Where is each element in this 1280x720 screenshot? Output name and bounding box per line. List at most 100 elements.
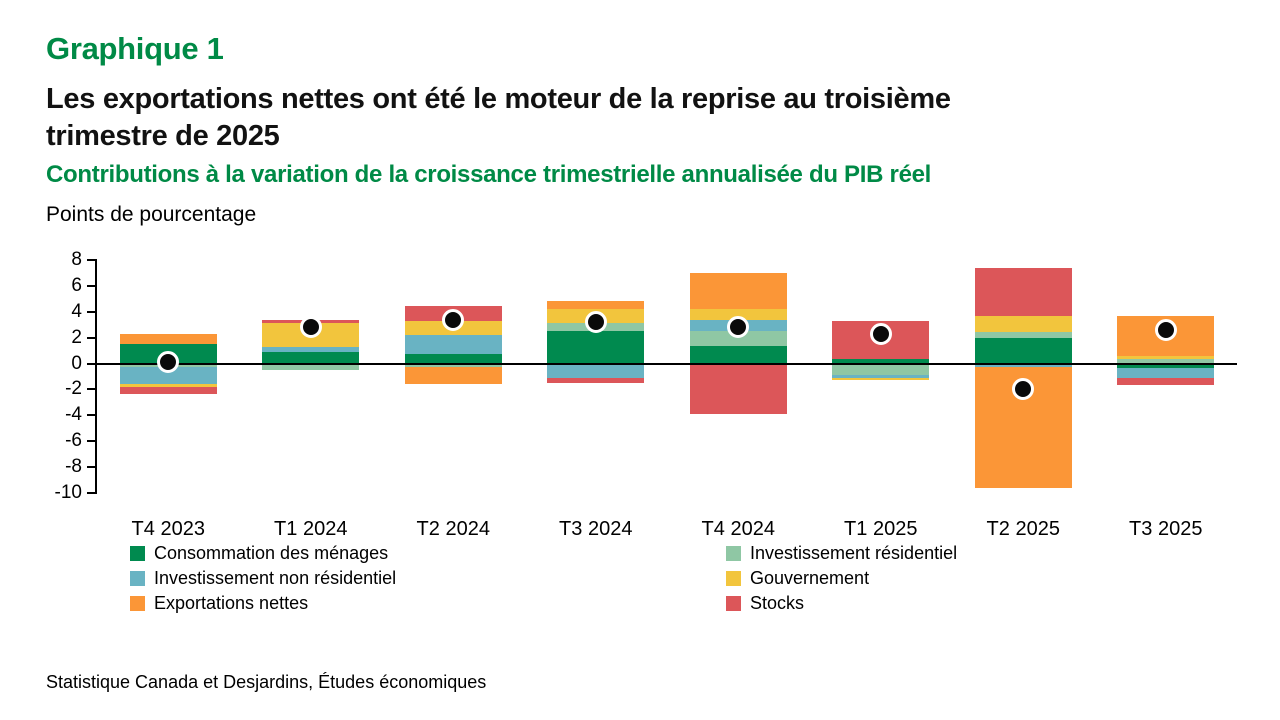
- bar-segment: [547, 377, 645, 383]
- y-tick-mark: [87, 388, 96, 391]
- bar-segment: [262, 346, 360, 352]
- y-tick-mark: [87, 310, 96, 313]
- x-category-label: T3 2025: [1129, 518, 1203, 540]
- x-category-label: T3 2024: [559, 518, 633, 540]
- y-tick-label: -6: [65, 430, 82, 452]
- x-category-label: T1 2024: [274, 518, 348, 540]
- y-tick-mark: [87, 414, 96, 417]
- bar-segment: [119, 384, 217, 387]
- y-tick-mark: [87, 492, 96, 494]
- bar-segment: [404, 335, 502, 354]
- bar-segment: [689, 309, 787, 320]
- x-category-label: T1 2025: [844, 518, 918, 540]
- bar-segment: [689, 363, 787, 415]
- gdp-total-dot: [1012, 378, 1035, 401]
- bar-segment: [974, 337, 1072, 364]
- y-tick-label: 8: [71, 249, 82, 270]
- y-tick-label: -10: [54, 482, 82, 503]
- bar-segment: [689, 346, 787, 364]
- bar-segment: [547, 330, 645, 364]
- y-tick-label: 2: [71, 326, 82, 348]
- gdp-total-dot: [299, 316, 322, 339]
- y-tick-mark: [87, 284, 96, 287]
- gdp-total-dot: [727, 316, 750, 339]
- bar-segment: [1117, 363, 1215, 369]
- y-tick-label: -4: [65, 404, 82, 426]
- bar-segment: [689, 331, 787, 347]
- bar-segment: [832, 363, 930, 376]
- y-axis-unit-label: Points de pourcentage: [46, 203, 257, 226]
- bar-segment: [119, 334, 217, 345]
- gdp-total-dot: [869, 322, 892, 345]
- legend-item-gouvernement: Gouvernement: [726, 569, 957, 587]
- bar-segment: [1117, 368, 1215, 378]
- bar-segment: [262, 363, 360, 371]
- legend-label-invest-residentiel: Investissement résidentiel: [750, 543, 958, 563]
- chart-title: Les exportations nettes ont été le moteu…: [46, 81, 1236, 155]
- chart-title-line-2: trimestre de 2025: [46, 120, 280, 152]
- legend-swatch-gouvernement: [726, 570, 741, 586]
- y-tick-mark: [87, 440, 96, 443]
- legend-label-invest-non-residentiel: Investissement non résidentiel: [154, 568, 397, 588]
- bar-segment: [832, 375, 930, 378]
- bar-segment: [832, 377, 930, 380]
- bar-segment: [689, 272, 787, 310]
- y-tick-label: -2: [65, 378, 82, 400]
- bar-segment: [404, 353, 502, 364]
- bar-segment: [547, 301, 645, 310]
- y-tick-label: -8: [65, 456, 82, 478]
- legend-label-gouvernement: Gouvernement: [750, 568, 870, 588]
- bar-segment: [404, 366, 502, 384]
- legend-swatch-exportations: [130, 595, 145, 611]
- y-tick-mark: [87, 336, 96, 339]
- bar-segment: [832, 359, 930, 364]
- bar-segment: [974, 363, 1072, 367]
- legend-item-consommation: Consommation des ménages: [130, 544, 396, 562]
- gdp-total-dot: [584, 311, 607, 334]
- bar-segment: [974, 268, 1072, 317]
- bar-segment: [1117, 359, 1215, 364]
- y-tick-label: 4: [71, 300, 82, 322]
- bar-segment: [262, 351, 360, 364]
- x-category-label: T4 2024: [701, 518, 775, 540]
- gdp-total-dot: [157, 351, 180, 374]
- legend-swatch-consommation: [130, 545, 145, 561]
- legend-item-invest-residentiel: Investissement résidentiel: [726, 544, 957, 562]
- zero-baseline: [95, 363, 1237, 365]
- y-tick-label: 6: [71, 274, 82, 296]
- legend-label-consommation: Consommation des ménages: [154, 543, 389, 563]
- bar-segment: [547, 363, 645, 378]
- chart-title-line-1: Les exportations nettes ont été le moteu…: [46, 83, 951, 115]
- y-axis-line: [95, 259, 97, 494]
- bar-segment: [119, 386, 217, 394]
- x-category-label: T4 2023: [131, 518, 205, 540]
- legend-item-exportations: Exportations nettes: [130, 594, 396, 612]
- legend-column-left: Consommation des ménages Investissement …: [130, 544, 396, 612]
- gdp-total-dot: [442, 308, 465, 331]
- x-category-label: T2 2025: [986, 518, 1060, 540]
- gdp-total-dot: [1154, 318, 1177, 341]
- legend-column-right: Investissement résidentiel Gouvernement …: [726, 544, 957, 612]
- legend-swatch-invest-residentiel: [726, 545, 741, 561]
- legend-item-stocks: Stocks: [726, 594, 957, 612]
- bar-segment: [404, 363, 502, 367]
- y-tick-mark: [87, 259, 96, 261]
- bar-segment: [1117, 356, 1215, 359]
- legend-swatch-stocks: [726, 595, 741, 611]
- bar-segment: [119, 367, 217, 385]
- legend-swatch-invest-non-residentiel: [130, 570, 145, 586]
- legend-label-exportations: Exportations nettes: [154, 593, 309, 613]
- y-tick-mark: [87, 362, 96, 365]
- bar-segment: [1117, 377, 1215, 385]
- chart-number-kicker: Graphique 1: [46, 31, 224, 66]
- source-attribution: Statistique Canada et Desjardins, Études…: [46, 672, 487, 692]
- bar-segment: [974, 316, 1072, 332]
- legend-label-stocks: Stocks: [750, 593, 805, 613]
- bar-segment: [974, 331, 1072, 338]
- y-tick-mark: [87, 466, 96, 469]
- legend-item-invest-non-residentiel: Investissement non résidentiel: [130, 569, 396, 587]
- chart-subtitle: Contributions à la variation de la crois…: [46, 161, 932, 188]
- x-category-label: T2 2024: [416, 518, 490, 540]
- y-tick-label: 0: [71, 352, 82, 374]
